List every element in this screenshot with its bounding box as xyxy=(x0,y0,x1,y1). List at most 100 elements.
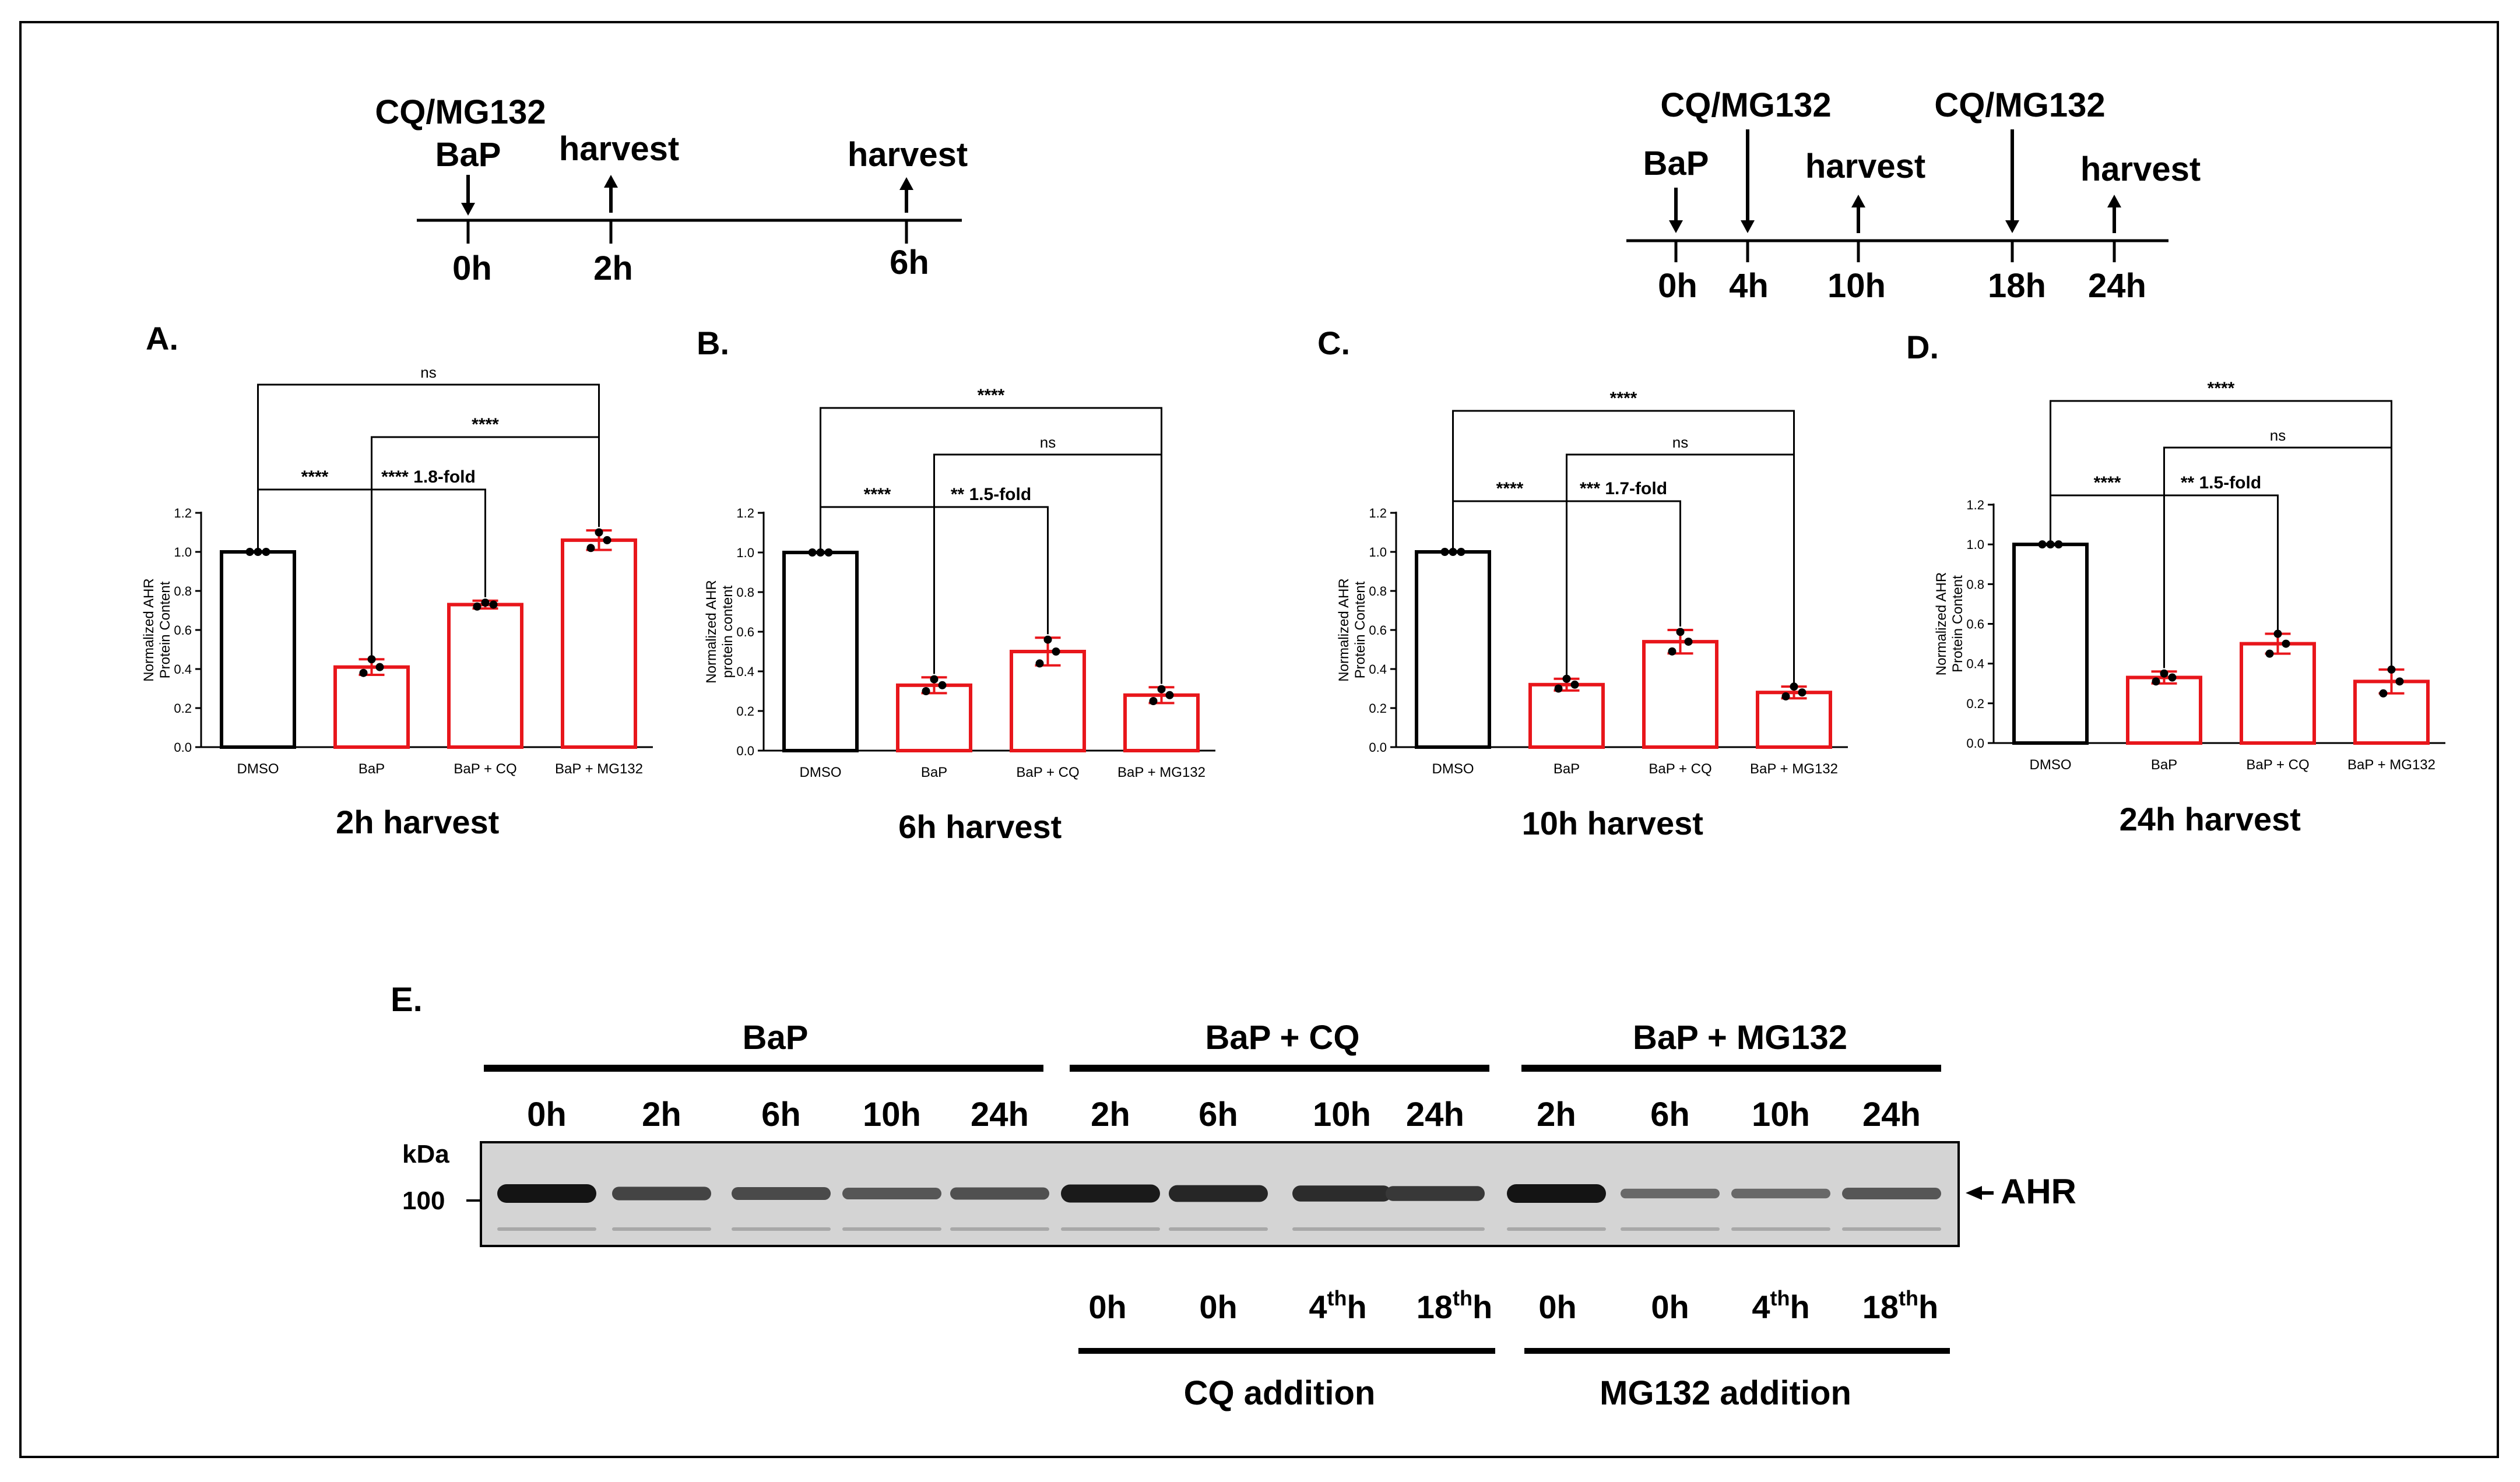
significance-label: **** xyxy=(1610,389,1637,408)
addition-labels: 0h 0h 4thh 18thh 0h 0h 4thh 18thh xyxy=(1088,1286,1938,1325)
data-point xyxy=(1684,638,1693,646)
significance-label: **** xyxy=(472,415,499,434)
significance-bracket xyxy=(371,488,486,656)
y-tick-label: 0.0 xyxy=(1369,740,1387,755)
y-tick-label: 0.8 xyxy=(736,585,754,600)
panel-label: A. xyxy=(146,320,178,357)
data-point xyxy=(1457,548,1465,556)
lane-label: 2h xyxy=(642,1096,681,1133)
significance-label: **** xyxy=(864,485,891,504)
data-point xyxy=(1554,684,1563,693)
significance-bracket xyxy=(933,506,1049,674)
panel-label: D. xyxy=(1906,329,1939,365)
data-point xyxy=(2160,669,2168,678)
timeline-right-bap-label: BaP xyxy=(1643,145,1709,182)
data-point xyxy=(375,663,384,671)
data-point xyxy=(481,599,490,607)
timeline-right-cq-label-1: CQ/MG132 xyxy=(1660,86,1831,124)
data-point xyxy=(2038,540,2047,549)
bar xyxy=(447,603,523,749)
bar xyxy=(782,551,859,752)
data-point xyxy=(930,675,939,684)
mg132-addition-label: MG132 addition xyxy=(1600,1374,1851,1412)
chart-title: 6h harvest xyxy=(898,808,1062,845)
protein-band xyxy=(1061,1184,1160,1203)
blot-group-bap: BaP xyxy=(743,1019,809,1057)
data-point xyxy=(489,600,498,609)
addition-label: 0h xyxy=(1199,1289,1237,1325)
x-tick-label: DMSO xyxy=(800,765,842,780)
data-point xyxy=(1440,548,1449,556)
data-point xyxy=(1798,688,1806,697)
blot-panel: E. BaP BaP + CQ BaP + MG132 0h 2h 6h 10h 24h… xyxy=(391,981,2076,1412)
significance-bracket xyxy=(2163,494,2279,668)
x-tick-label: BaP + MG132 xyxy=(1117,765,1205,780)
lane-label: 10h xyxy=(1313,1096,1371,1133)
y-tick-label: 0.0 xyxy=(174,740,192,755)
timeline-right-harvest-1: harvest xyxy=(1805,147,1925,185)
nonspecific-band xyxy=(1061,1227,1160,1231)
lane-label: 2h xyxy=(1091,1096,1130,1133)
bar xyxy=(561,538,637,749)
protein-band xyxy=(1507,1184,1606,1203)
chart-title: 24h harvest xyxy=(2120,801,2301,837)
x-tick-label: DMSO xyxy=(237,761,279,777)
data-point xyxy=(2054,540,2063,549)
y-axis-label: Normalized AHR xyxy=(141,578,157,681)
x-tick-label: BaP + CQ xyxy=(454,761,516,777)
nonspecific-band xyxy=(612,1227,711,1231)
bar xyxy=(2126,675,2202,745)
protein-band xyxy=(1621,1188,1720,1199)
bar xyxy=(896,683,972,753)
y-axis-label: Protein Content xyxy=(157,581,173,678)
x-tick-label: BaP + MG132 xyxy=(1750,761,1838,777)
figure-frame xyxy=(19,21,2499,1458)
timeline-right-time-3: 18h xyxy=(1988,267,2046,305)
data-point xyxy=(824,548,833,557)
blot-group-bap-cq: BaP + CQ xyxy=(1205,1019,1360,1057)
x-tick-label: BaP + CQ xyxy=(1016,765,1079,780)
bar xyxy=(1756,691,1832,749)
up-arrow-icon xyxy=(1851,195,1865,207)
addition-label: 4thh xyxy=(1752,1286,1809,1325)
bar xyxy=(2240,642,2316,745)
protein-band xyxy=(1169,1185,1268,1202)
nonspecific-band xyxy=(1621,1227,1720,1231)
data-point xyxy=(2046,540,2055,549)
lane-label: 6h xyxy=(1650,1096,1690,1133)
bar xyxy=(220,550,296,749)
lane-label: 24h xyxy=(971,1096,1029,1133)
timeline-left-time-2: 6h xyxy=(890,244,929,281)
y-tick-label: 0.6 xyxy=(1966,617,1984,632)
up-arrow-icon xyxy=(899,177,913,190)
data-point xyxy=(1570,680,1579,689)
data-point xyxy=(595,528,603,537)
kda-label: kDa xyxy=(402,1140,449,1168)
significance-label: **** xyxy=(2208,379,2235,398)
panel-label: B. xyxy=(697,325,729,361)
addition-label: 0h xyxy=(1651,1289,1689,1325)
y-tick-label: 0.8 xyxy=(1966,577,1984,592)
y-tick-label: 0.6 xyxy=(174,623,192,638)
blot-bands xyxy=(497,1184,1941,1231)
timeline-right-time-2: 10h xyxy=(1827,267,1886,305)
x-tick-label: BaP xyxy=(921,765,947,780)
y-tick-label: 1.2 xyxy=(1369,506,1387,520)
data-point xyxy=(2168,673,2177,682)
data-point xyxy=(1043,635,1052,644)
nonspecific-band xyxy=(497,1227,596,1231)
y-tick-label: 0.2 xyxy=(1966,696,1984,711)
bar xyxy=(333,665,410,749)
x-tick-label: BaP + MG132 xyxy=(555,761,643,777)
nonspecific-band xyxy=(1842,1227,1941,1231)
timeline-right-harvest-2: harvest xyxy=(2080,150,2201,188)
data-point xyxy=(1781,692,1790,700)
y-axis-label: Protein Content xyxy=(1352,581,1368,678)
y-tick-label: 1.2 xyxy=(174,506,192,520)
y-tick-label: 0.2 xyxy=(174,701,192,716)
nonspecific-band xyxy=(1386,1227,1485,1231)
data-point xyxy=(808,548,817,557)
y-axis-label: protein content xyxy=(720,585,736,678)
protein-band xyxy=(1386,1186,1485,1201)
bar xyxy=(1642,640,1718,749)
